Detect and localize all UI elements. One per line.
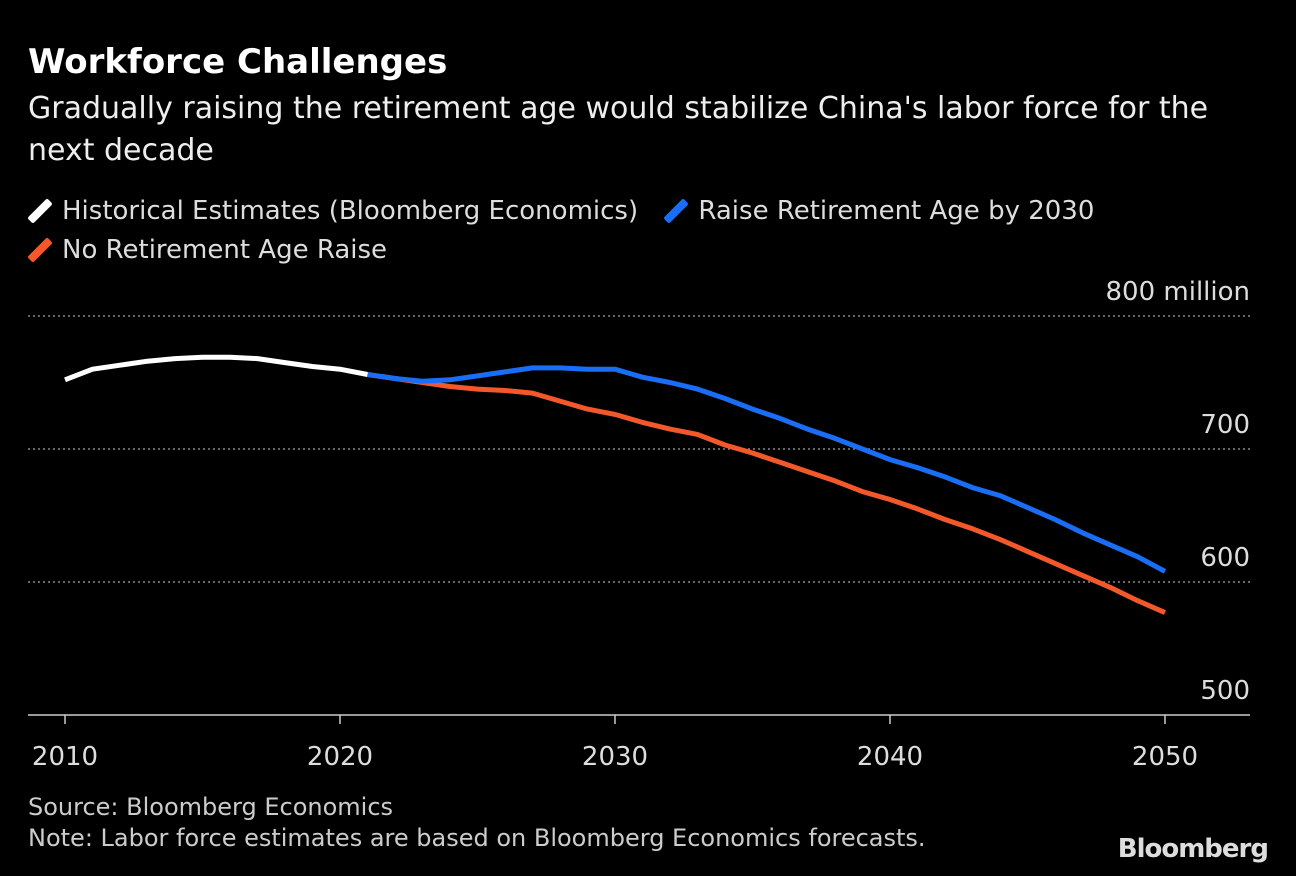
x-tick-label: 2010	[32, 742, 98, 772]
y-tick-label: 700	[1200, 410, 1250, 440]
legend-item-no-raise: No Retirement Age Raise	[27, 232, 388, 268]
legend-item-raise: Raise Retirement Age by 2030	[663, 193, 1095, 229]
legend-item-historical: Historical Estimates (Bloomberg Economic…	[27, 193, 639, 229]
footer: Source: Bloomberg Economics Note: Labor …	[28, 792, 926, 854]
chart-title: Workforce Challenges	[28, 42, 448, 82]
chart-subtitle: Gradually raising the retirement age wou…	[28, 91, 1209, 168]
y-tick-label: 600	[1200, 543, 1250, 573]
footnote: Note: Labor force estimates are based on…	[28, 824, 926, 852]
legend-label: No Retirement Age Raise	[62, 235, 388, 265]
x-tick-label: 2050	[1132, 742, 1198, 772]
x-tick-label: 2030	[582, 742, 648, 772]
series-line-1	[367, 365, 1167, 574]
x-tick-label: 2020	[307, 742, 373, 772]
y-tick-label: 800 million	[1106, 277, 1251, 307]
y-tick-label: 500	[1200, 676, 1250, 706]
legend: Historical Estimates (Bloomberg Economic…	[27, 193, 1228, 271]
series-line-2	[367, 372, 1166, 615]
legend-label: Raise Retirement Age by 2030	[698, 196, 1095, 226]
legend-label: Historical Estimates (Bloomberg Economic…	[62, 196, 639, 226]
series-line-0	[64, 354, 368, 383]
bloomberg-logo: Bloomberg	[1117, 834, 1269, 864]
source-note: Source: Bloomberg Economics	[28, 793, 394, 821]
x-tick-label: 2040	[857, 742, 923, 772]
